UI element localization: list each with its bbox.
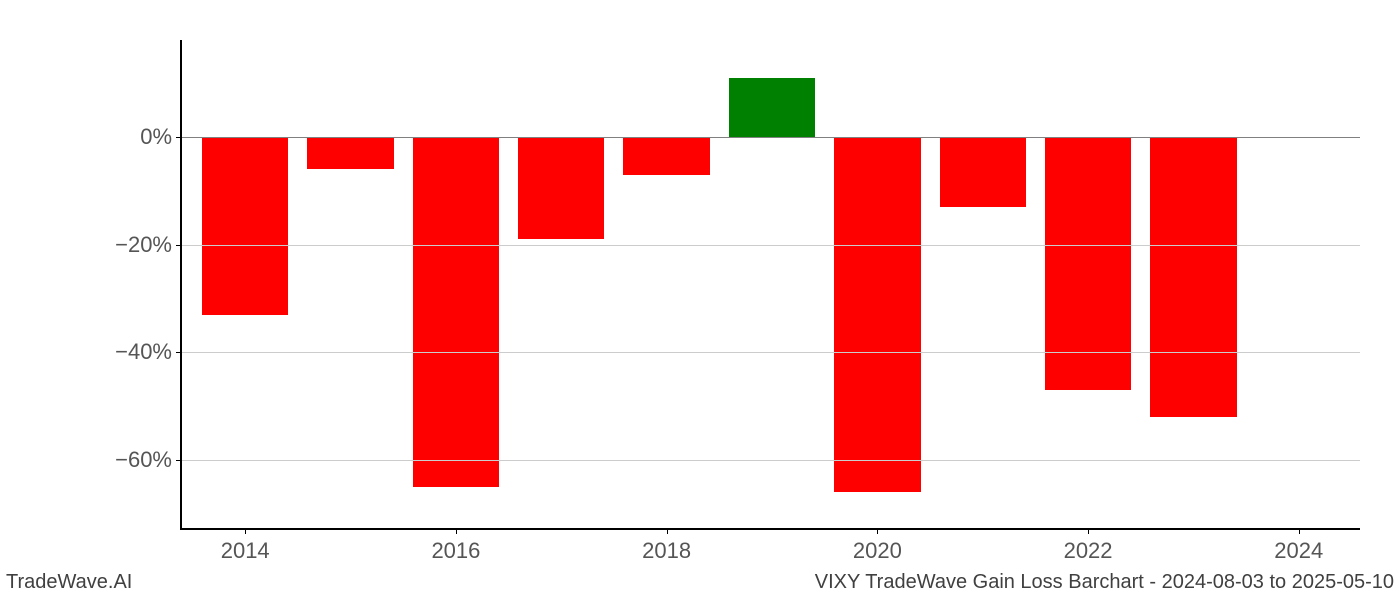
gridline [182, 352, 1360, 353]
bars-layer [182, 40, 1360, 528]
plot-area: 0%−20%−40%−60%201420162018202020222024 [180, 40, 1360, 530]
x-tick-mark [877, 528, 878, 534]
bar [307, 137, 393, 169]
x-tick-mark [245, 528, 246, 534]
y-tick-mark [176, 460, 182, 461]
x-tick-label: 2014 [221, 538, 270, 564]
x-tick-mark [667, 528, 668, 534]
y-tick-label: −40% [115, 339, 172, 365]
bar [202, 137, 288, 315]
bar [834, 137, 920, 492]
bar [413, 137, 499, 487]
gridline [182, 245, 1360, 246]
y-tick-mark [176, 137, 182, 138]
y-tick-mark [176, 352, 182, 353]
x-tick-label: 2018 [642, 538, 691, 564]
gridline [182, 460, 1360, 461]
y-tick-label: −20% [115, 232, 172, 258]
footer-left: TradeWave.AI [6, 571, 132, 594]
x-tick-mark [456, 528, 457, 534]
x-tick-mark [1299, 528, 1300, 534]
x-tick-label: 2020 [853, 538, 902, 564]
bar [729, 78, 815, 137]
y-tick-label: −60% [115, 447, 172, 473]
bar [940, 137, 1026, 207]
x-tick-label: 2016 [431, 538, 480, 564]
chart-container: 0%−20%−40%−60%201420162018202020222024 T… [0, 0, 1400, 600]
footer-right: VIXY TradeWave Gain Loss Barchart - 2024… [815, 571, 1394, 594]
bar [518, 137, 604, 239]
x-tick-label: 2024 [1274, 538, 1323, 564]
bar [623, 137, 709, 175]
zero-line [182, 137, 1360, 138]
bar [1150, 137, 1236, 417]
x-tick-mark [1088, 528, 1089, 534]
x-tick-label: 2022 [1064, 538, 1113, 564]
y-tick-mark [176, 245, 182, 246]
y-tick-label: 0% [140, 124, 172, 150]
